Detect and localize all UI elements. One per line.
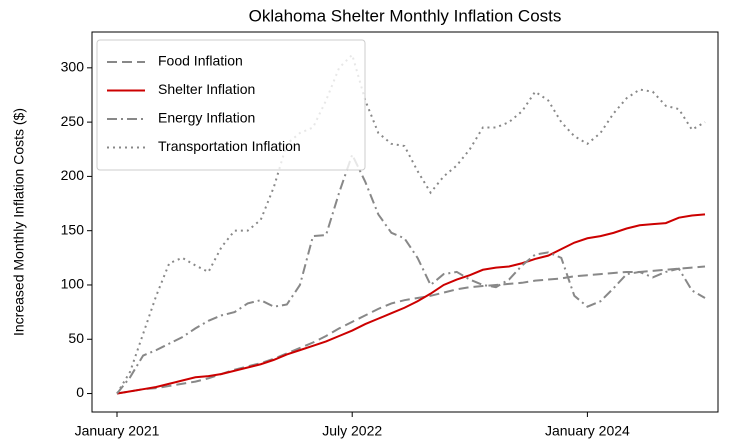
legend-label: Food Inflation	[158, 53, 243, 69]
y-tick-label: 0	[76, 384, 84, 400]
legend-label: Energy Inflation	[158, 110, 255, 126]
series-line	[116, 152, 706, 395]
series-line	[116, 213, 706, 395]
y-tick-label: 250	[61, 113, 85, 129]
x-tick-label: January 2024	[545, 423, 630, 439]
legend-label: Shelter Inflation	[158, 81, 255, 97]
y-tick-label: 300	[61, 59, 85, 75]
y-tick-label: 200	[61, 167, 85, 183]
series-line	[116, 52, 706, 395]
chart-title: Oklahoma Shelter Monthly Inflation Costs	[249, 6, 562, 25]
y-tick-label: 150	[61, 221, 85, 237]
series-line	[116, 265, 706, 395]
y-tick-label: 100	[61, 276, 85, 292]
x-tick-label: January 2021	[75, 423, 160, 439]
legend-box	[96, 39, 366, 171]
y-tick-label: 50	[68, 330, 84, 346]
plot-frame	[91, 31, 719, 413]
x-tick-label: July 2022	[322, 423, 382, 439]
legend-label: Transportation Inflation	[158, 138, 301, 154]
y-axis-label: Increased Monthly Inflation Costs ($)	[11, 108, 27, 336]
